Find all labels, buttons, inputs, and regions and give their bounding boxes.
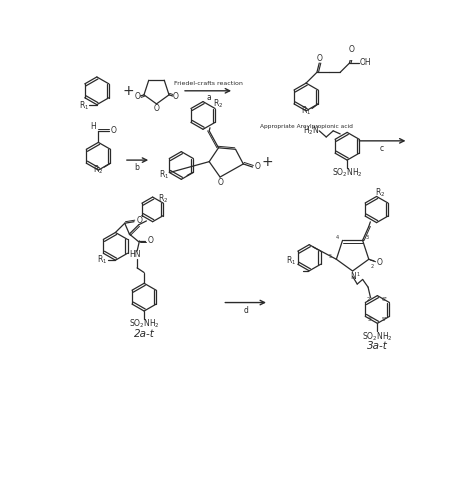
Text: R$_2$: R$_2$ bbox=[158, 192, 168, 205]
Text: O: O bbox=[348, 44, 354, 54]
Text: O: O bbox=[136, 216, 142, 226]
Text: R$_2$: R$_2$ bbox=[375, 186, 385, 199]
Text: R$_1$: R$_1$ bbox=[159, 168, 169, 181]
Text: Appropriate Aroylpropionic acid: Appropriate Aroylpropionic acid bbox=[259, 124, 352, 128]
Text: OH: OH bbox=[359, 58, 371, 67]
Text: 2: 2 bbox=[370, 264, 374, 270]
Text: O: O bbox=[134, 92, 140, 102]
Text: 3": 3" bbox=[367, 317, 372, 322]
Text: R$_2$: R$_2$ bbox=[93, 163, 103, 175]
Text: 4: 4 bbox=[335, 235, 338, 240]
Text: O: O bbox=[111, 126, 117, 134]
Text: 5: 5 bbox=[328, 254, 331, 260]
Text: H$_2$N: H$_2$N bbox=[302, 124, 318, 137]
Text: R$_1$: R$_1$ bbox=[300, 104, 310, 117]
Text: 2a-t: 2a-t bbox=[133, 329, 154, 339]
Text: 5": 5" bbox=[381, 317, 387, 322]
Text: N: N bbox=[350, 272, 356, 281]
Text: 2": 2" bbox=[367, 297, 372, 302]
Text: O: O bbox=[153, 104, 159, 113]
Text: 3: 3 bbox=[365, 235, 368, 240]
Text: O: O bbox=[376, 258, 382, 266]
Text: R$_2$: R$_2$ bbox=[213, 98, 223, 110]
Text: 1: 1 bbox=[356, 272, 359, 276]
Text: SO$_2$NH$_2$: SO$_2$NH$_2$ bbox=[361, 330, 392, 342]
Text: HN: HN bbox=[129, 250, 140, 260]
Text: b: b bbox=[134, 164, 139, 172]
Text: R$_1$: R$_1$ bbox=[285, 254, 295, 267]
Text: O: O bbox=[172, 92, 178, 102]
Text: a: a bbox=[206, 93, 210, 102]
Text: c: c bbox=[378, 144, 383, 153]
Text: R$_1$: R$_1$ bbox=[97, 254, 107, 266]
Text: 6": 6" bbox=[381, 297, 387, 302]
Text: Friedel-crafts reaction: Friedel-crafts reaction bbox=[174, 80, 242, 86]
Text: O: O bbox=[147, 236, 153, 246]
Text: O: O bbox=[255, 162, 260, 171]
Text: SO$_2$NH$_2$: SO$_2$NH$_2$ bbox=[129, 318, 159, 330]
Text: SO$_2$NH$_2$: SO$_2$NH$_2$ bbox=[331, 167, 362, 179]
Text: d: d bbox=[243, 306, 248, 315]
Text: 3a-t: 3a-t bbox=[366, 342, 387, 351]
Text: O: O bbox=[218, 178, 223, 187]
Text: O: O bbox=[317, 54, 322, 63]
Text: +: + bbox=[122, 84, 133, 98]
Text: H: H bbox=[90, 122, 96, 132]
Text: +: + bbox=[261, 154, 273, 168]
Text: R$_1$: R$_1$ bbox=[79, 99, 89, 112]
